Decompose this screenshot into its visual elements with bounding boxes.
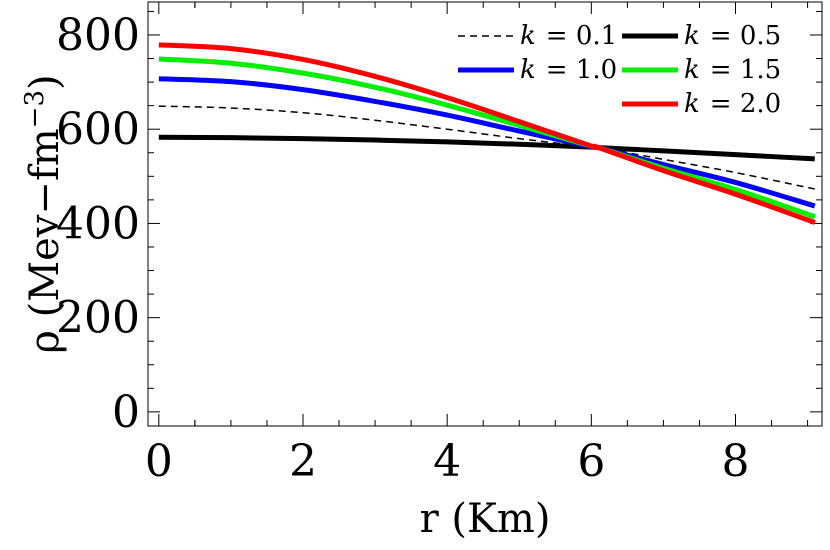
legend-k-symbol: k xyxy=(684,21,700,51)
legend-label: k = 0.1 xyxy=(520,21,617,51)
legend-k-value: = 1.5 xyxy=(710,55,781,85)
plot-frame xyxy=(147,1,823,427)
series-line-k-1.0 xyxy=(158,76,816,209)
series-line-k-0.1 xyxy=(158,105,815,190)
y-axis-title-exponent: −3 xyxy=(20,90,50,128)
x-tick-label: 4 xyxy=(433,436,461,487)
y-tick-label: 600 xyxy=(56,104,140,155)
series-lines xyxy=(158,42,816,225)
legend-k-symbol: k xyxy=(684,55,700,85)
x-tick-label: 2 xyxy=(289,436,317,487)
x-tick-label: 6 xyxy=(577,436,605,487)
legend: k = 0.1 k = 0.5 k = 1.0 k = 1.5 k = 2.0 xyxy=(458,21,781,119)
series-line-k-0.5 xyxy=(158,134,815,162)
tick-marks xyxy=(148,2,822,426)
series-line-k-2.0 xyxy=(158,42,816,225)
y-tick-label: 200 xyxy=(56,293,140,344)
legend-k-symbol: k xyxy=(520,21,536,51)
x-tick-label: 0 xyxy=(145,436,173,487)
y-axis-title-main: ρ (Mev−fm xyxy=(22,128,68,353)
legend-label: k = 0.5 xyxy=(684,21,781,51)
x-axis-title: r (Km) xyxy=(420,496,551,542)
tick-labels: 0 2 4 6 8 0 200 400 600 800 xyxy=(56,10,749,487)
legend-label: k = 1.0 xyxy=(520,55,617,85)
legend-label: k = 1.5 xyxy=(684,55,781,85)
y-axis-title-close: ) xyxy=(22,74,68,90)
legend-k-value: = 0.1 xyxy=(546,21,617,51)
legend-k-symbol: k xyxy=(520,55,536,85)
legend-k-symbol: k xyxy=(684,89,700,119)
y-tick-label: 800 xyxy=(56,10,140,61)
series-line-k-1.5 xyxy=(158,56,816,220)
legend-k-value: = 1.0 xyxy=(546,55,617,85)
legend-label: k = 2.0 xyxy=(684,89,781,119)
y-tick-label: 400 xyxy=(56,198,140,249)
y-axis-title: ρ (Mev−fm−3) xyxy=(20,74,68,353)
x-tick-label: 8 xyxy=(721,436,749,487)
legend-k-value: = 0.5 xyxy=(710,21,781,51)
y-tick-label: 0 xyxy=(112,387,140,438)
legend-k-value: = 2.0 xyxy=(710,89,781,119)
